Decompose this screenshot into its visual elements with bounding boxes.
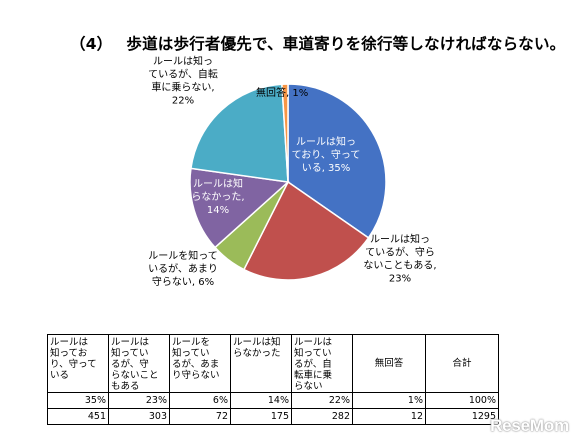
header-cell: ルールは 知ってい るが、守 らないこと もある	[108, 334, 170, 393]
resemom-logo: ReseMom	[490, 416, 569, 435]
data-table: ルールは 知ってお り、守って いる ルールは 知ってい るが、守 らないこと もある ルール…	[47, 334, 499, 425]
slice-label: ルールは知っているが、自転車に乗らない, 22%	[148, 55, 218, 107]
slice-label: ルールを知っているが、あまり守らない, 6%	[148, 249, 218, 288]
slice-label: 無回答, 1%	[256, 86, 308, 99]
count-cell: 282	[291, 408, 353, 425]
pie-slices	[189, 83, 387, 281]
slice-unaware	[189, 167, 290, 249]
table-header-row: ルールは 知ってお り、守って いる ルールは 知ってい るが、守 らないこと もある ルール…	[47, 334, 499, 393]
slice-no-bicycle	[190, 83, 289, 183]
slice-label: ルールは知らなかった, 14%	[191, 177, 244, 216]
count-cell: 72	[169, 408, 231, 425]
pie-chart: ルールは知っており、守っている, 35% ルールは知っているが、守らないこともある…	[148, 55, 437, 289]
header-cell: ルールを 知ってい るが、あま り守らない	[169, 334, 231, 393]
header-cell: 合計	[425, 334, 499, 393]
percent-cell: 14%	[230, 392, 292, 409]
percent-row: 35% 23% 6% 14% 22% 1% 100%	[47, 392, 499, 409]
percent-cell: 100%	[425, 392, 499, 409]
percent-cell: 23%	[108, 392, 170, 409]
percent-cell: 35%	[47, 392, 109, 409]
count-cell: 303	[108, 408, 170, 425]
chart-title: （4） 歩道は歩行者優先で、車道寄りを徐行等しなければならない。	[70, 32, 565, 54]
header-cell: ルールは 知ってお り、守って いる	[47, 334, 109, 393]
header-cell: ルールは 知ってい るが、自 転車に乗 らない	[291, 334, 353, 393]
count-cell: 451	[47, 408, 109, 425]
question-text: 歩道は歩行者優先で、車道寄りを徐行等しなければならない。	[126, 35, 566, 53]
count-row: 451 303 72 175 282 12 1295	[47, 408, 499, 425]
slice-aware-sometimes	[242, 180, 370, 281]
percent-cell: 6%	[169, 392, 231, 409]
count-cell: 1295	[425, 408, 499, 425]
count-cell: 175	[230, 408, 292, 425]
slice-no-answer	[281, 83, 289, 183]
question-number: （4）	[70, 35, 113, 53]
slice-aware-follow	[287, 83, 387, 239]
percent-cell: 1%	[352, 392, 426, 409]
header-cell: 無回答	[352, 334, 426, 393]
count-cell: 12	[352, 408, 426, 425]
slice-label: ルールは知っているが、守らないこともある, 23%	[363, 233, 436, 285]
percent-cell: 22%	[291, 392, 353, 409]
slice-label: ルールは知っており、守っている, 35%	[292, 135, 361, 174]
header-cell: ルールは知 らなかった	[230, 334, 292, 393]
